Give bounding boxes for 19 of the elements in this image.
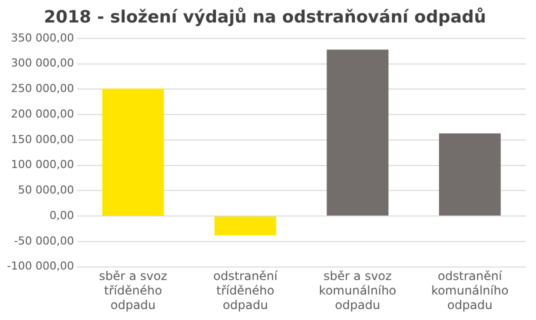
x-tick-label: odstranění tříděného odpadu [213,269,278,312]
y-tick-label: -100 000,00 [7,260,74,273]
y-tick-label: 350 000,00 [10,31,74,44]
y-tick-label: 150 000,00 [10,132,74,146]
bar [326,50,388,216]
y-tick-label: 300 000,00 [10,56,74,70]
bar [438,133,501,216]
y-tick-label: 250 000,00 [10,82,74,96]
y-tick-label: 0,00 [49,208,74,222]
y-tick-label: 200 000,00 [10,107,74,120]
chart-title: 2018 - složení výdajů na odstraňování odpadů [44,8,486,28]
y-tick-label: 50 000,00 [18,184,74,197]
y-tick-label: -50 000,00 [14,234,74,248]
y-tick-label: 100 000,00 [10,158,74,172]
bar [102,88,164,216]
x-tick-label: sběr a svoz komunálního odpadu [318,269,396,312]
bar [214,216,276,236]
x-tick-label: sběr a svoz tříděného odpadu [98,269,168,312]
x-tick-label: odstranění komunálního odpadu [431,269,509,312]
